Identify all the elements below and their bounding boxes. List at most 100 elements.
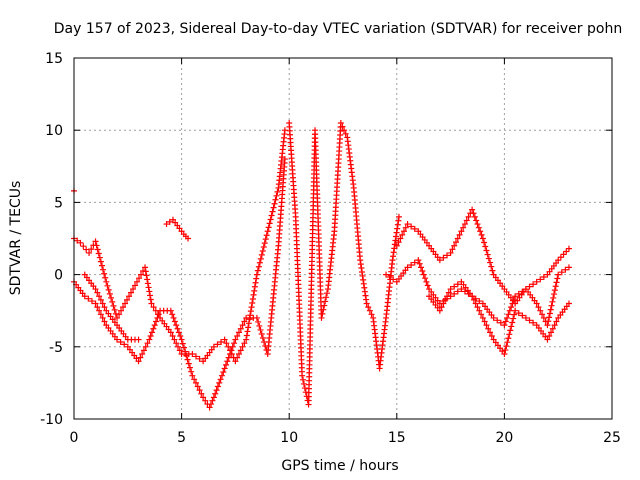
data-point-plus <box>246 316 253 323</box>
data-point-plus <box>235 329 242 336</box>
data-point-plus <box>269 208 276 215</box>
data-point-plus <box>503 343 510 350</box>
data-point-plus <box>248 304 255 311</box>
data-point-plus <box>274 188 281 195</box>
data-point-plus <box>154 311 161 318</box>
axis-ticks: 0 5 10 15 20 25 -10 -5 0 5 10 15 <box>40 51 621 446</box>
data-point-plus <box>342 130 349 137</box>
data-point-plus <box>530 281 537 288</box>
data-point-plus <box>144 340 151 347</box>
data-point-plus <box>540 274 547 281</box>
data-point-plus <box>213 387 220 394</box>
data-point-plus <box>271 200 278 207</box>
y-tick-label: -5 <box>49 340 63 356</box>
data-point-plus <box>259 247 266 254</box>
data-point-plus <box>510 296 517 303</box>
data-point-plus <box>153 318 160 325</box>
data-point-plus <box>508 323 515 330</box>
data-point-plus <box>202 397 209 404</box>
data-point-plus <box>490 314 497 321</box>
data-point-plus <box>220 369 227 376</box>
data-point-plus <box>216 379 223 386</box>
data-point-plus <box>526 317 533 324</box>
data-point-plus <box>565 300 572 307</box>
data-point-plus <box>85 295 92 302</box>
data-point-plus <box>265 224 272 231</box>
data-point-plus <box>144 280 151 287</box>
data-point-plus <box>533 278 540 285</box>
data-point-plus <box>144 276 151 283</box>
data-point-plus <box>478 311 485 318</box>
data-point-plus <box>94 289 101 296</box>
data-point-plus <box>200 394 207 401</box>
data-point-plus <box>256 322 263 329</box>
data-point-plus <box>471 213 478 220</box>
data-point-plus <box>145 284 152 291</box>
data-point-plus <box>535 304 542 311</box>
data-point-plus <box>368 311 375 318</box>
data-point-plus <box>539 311 546 318</box>
data-point-plus <box>393 242 400 249</box>
data-point-plus <box>254 267 261 274</box>
data-point-plus <box>506 331 513 338</box>
data-point-plus <box>505 335 512 342</box>
data-point-plus <box>212 390 219 397</box>
data-point-plus <box>260 244 267 251</box>
data-point-plus <box>472 295 479 302</box>
data-point-plus <box>478 231 485 238</box>
data-point-plus <box>454 281 461 288</box>
data-point-plus <box>519 288 526 295</box>
data-point-plus <box>83 246 90 253</box>
data-point-plus <box>512 293 519 300</box>
data-point-plus <box>147 292 154 299</box>
data-point-plus <box>273 192 280 199</box>
data-point-plus <box>150 325 157 332</box>
data-point-plus <box>245 320 252 327</box>
data-point-plus <box>196 355 203 362</box>
data-point-plus <box>399 231 406 238</box>
data-point-plus <box>476 307 483 314</box>
data-point-plus <box>262 236 269 243</box>
data-point-plus <box>142 268 149 275</box>
data-point-plus <box>99 314 106 321</box>
data-point-plus <box>95 250 102 257</box>
data-point-plus <box>109 298 116 305</box>
data-point-plus <box>549 325 556 332</box>
data-point-plus <box>137 354 144 361</box>
data-point-plus <box>365 304 372 311</box>
data-point-plus <box>149 329 156 336</box>
data-point-plus <box>501 351 508 358</box>
data-point-plus <box>232 336 239 343</box>
data-point-plus <box>146 336 153 343</box>
data-point-plus <box>253 271 260 278</box>
data-point-plus <box>533 300 540 307</box>
data-point-plus <box>189 372 196 379</box>
data-point-plus <box>555 271 562 278</box>
data-point-plus <box>270 204 277 211</box>
data-point-plus <box>114 336 121 343</box>
data-point-plus <box>169 311 176 318</box>
data-point-plus <box>555 257 562 264</box>
data-point-plus <box>80 243 87 250</box>
data-point-plus <box>341 127 348 134</box>
data-point-plus <box>100 266 107 273</box>
data-point-plus <box>250 291 257 298</box>
data-point-plus <box>140 347 147 354</box>
data-point-plus <box>515 290 522 297</box>
data-point-plus <box>118 307 125 314</box>
data-point-plus <box>504 314 511 321</box>
data-point-plus <box>97 258 104 265</box>
data-point-plus <box>272 196 279 203</box>
data-point-plus <box>96 307 103 314</box>
data-points <box>71 119 572 411</box>
data-point-plus <box>489 267 496 274</box>
data-point-plus <box>558 269 565 276</box>
data-point-plus <box>268 212 275 219</box>
data-point-plus <box>551 322 558 329</box>
data-point-plus <box>422 275 429 282</box>
data-point-plus <box>114 314 121 321</box>
data-point-plus <box>415 257 422 264</box>
data-point-plus <box>402 224 409 231</box>
data-point-plus <box>217 376 224 383</box>
